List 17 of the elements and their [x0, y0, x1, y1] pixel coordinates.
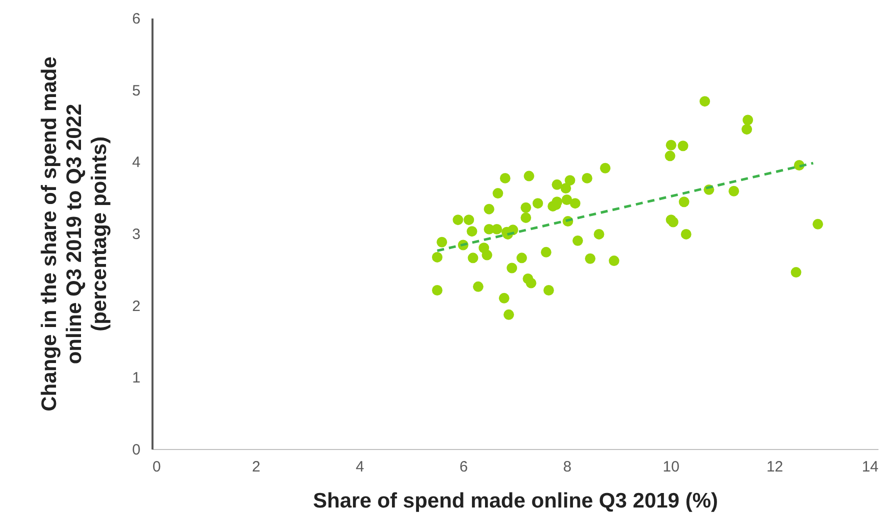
y-tick-label: 0: [132, 442, 140, 458]
x-tick-label: 8: [563, 458, 572, 476]
x-tick-label: 6: [459, 458, 468, 476]
x-tick-label: 14: [862, 458, 878, 476]
y-axis-title: Change in the share of spend made online Q3 2019 to Q3 2022 (percentage points): [38, 56, 112, 412]
x-tick-label: 4: [356, 458, 364, 476]
y-tick-label: 1: [132, 370, 140, 387]
x-tick-label: 12: [766, 458, 784, 476]
y-tick-label: 2: [132, 298, 140, 315]
x-tick-label: 10: [662, 458, 680, 476]
x-tick-label: 2: [252, 458, 260, 476]
y-tick-label: 3: [132, 226, 140, 243]
x-axis-title: Share of spend made online Q3 2019 (%): [313, 490, 718, 512]
y-tick-label: 5: [132, 82, 140, 100]
y-tick-label: 6: [132, 10, 140, 28]
x-tick-label: 0: [152, 458, 161, 476]
y-tick-label: 4: [132, 154, 140, 172]
